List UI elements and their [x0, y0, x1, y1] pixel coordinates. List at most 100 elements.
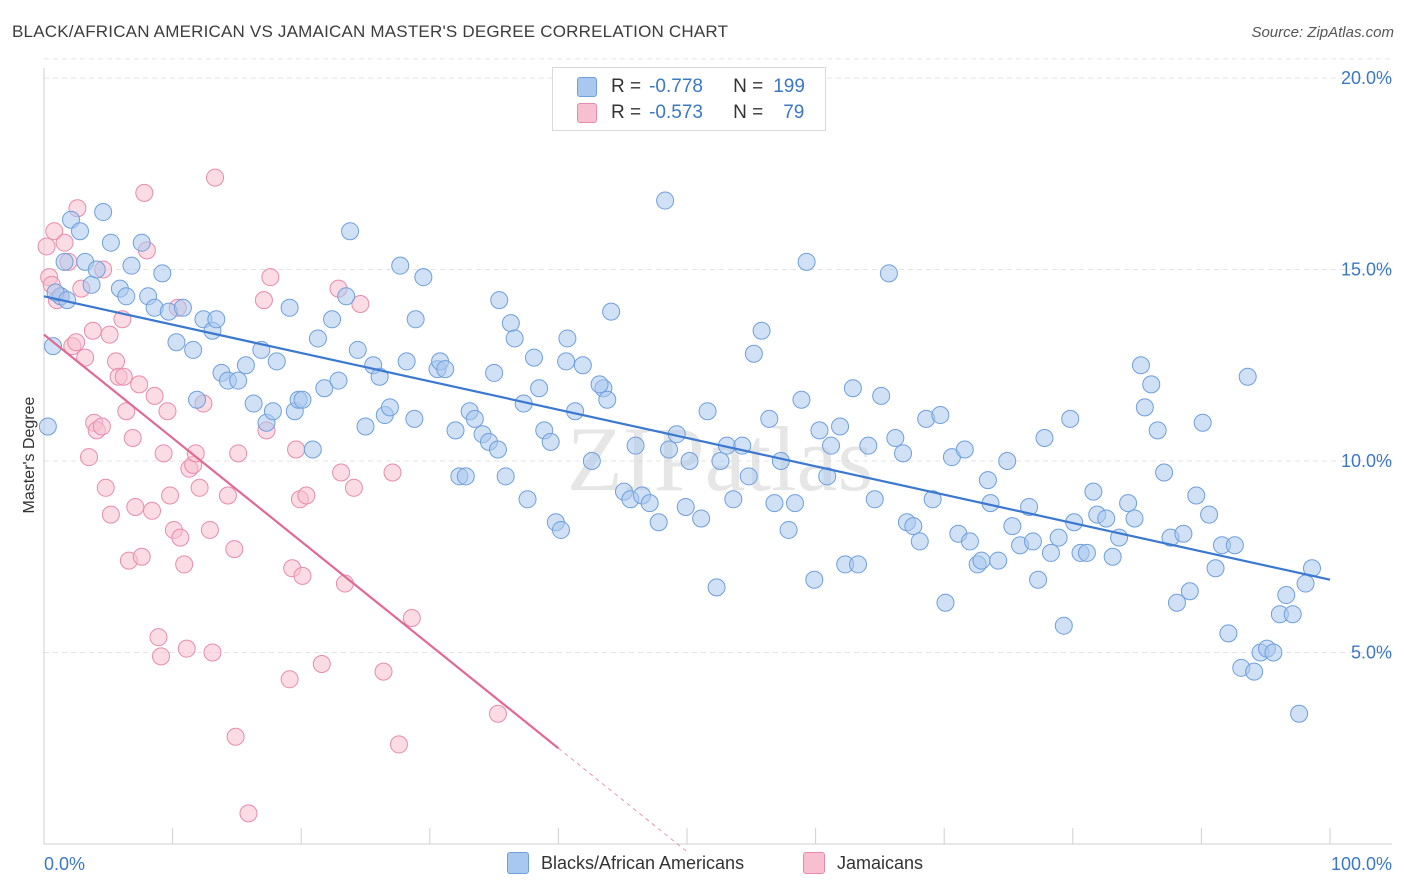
- blacks-point: [1049, 528, 1068, 547]
- legend-item-blacks[interactable]: Blacks/African Americans: [507, 852, 744, 874]
- blacks-point: [656, 191, 675, 210]
- jamaicans-point: [374, 662, 393, 681]
- blacks-point: [936, 593, 955, 612]
- jamaicans-point: [55, 233, 74, 252]
- jamaicans-point: [261, 268, 280, 287]
- jamaicans-point: [158, 402, 177, 421]
- blacks-point: [303, 440, 322, 459]
- chart-source: Source: ZipAtlas.com: [1251, 24, 1394, 41]
- blacks-point: [122, 256, 141, 275]
- blacks-point: [173, 298, 192, 317]
- n-label: N =: [733, 102, 764, 123]
- jamaicans-point: [101, 505, 120, 524]
- blacks-point: [436, 360, 455, 379]
- jamaicans-point: [190, 478, 209, 497]
- blacks-point: [1187, 486, 1206, 505]
- blacks-point: [1180, 582, 1199, 601]
- blacks-point: [1125, 509, 1144, 528]
- blacks-point: [1023, 532, 1042, 551]
- jamaicans-point: [312, 654, 331, 673]
- x-tick-label: 0.0%: [44, 854, 85, 874]
- jamaicans-point: [132, 547, 151, 566]
- blacks-point: [485, 363, 504, 382]
- blacks-point: [446, 421, 465, 440]
- jamaicans-point: [123, 429, 142, 448]
- jamaicans-point: [203, 643, 222, 662]
- blacks-point: [598, 390, 617, 409]
- blacks-point: [573, 356, 592, 375]
- blacks-point: [1077, 543, 1096, 562]
- blacks-point: [267, 352, 286, 371]
- blacks-point: [501, 314, 520, 333]
- jamaicans-point: [126, 497, 145, 516]
- jamaicans-points: [37, 168, 507, 823]
- blacks-point: [724, 490, 743, 509]
- blacks-point: [676, 497, 695, 516]
- blacks-point: [590, 375, 609, 394]
- blacks-point: [859, 436, 878, 455]
- axes: [43, 68, 1392, 845]
- blacks-point: [323, 310, 342, 329]
- jamaicans-point: [92, 417, 111, 436]
- jamaicans-point: [135, 183, 154, 202]
- blacks-point: [1245, 662, 1264, 681]
- blacks-point: [849, 555, 868, 574]
- blacks-point: [692, 509, 711, 528]
- tick-labels: 5.0% 10.0% 15.0% 20.0% 0.0% 100.0%: [44, 68, 1392, 874]
- blacks-point: [456, 467, 475, 486]
- blacks-trend-line: [43, 295, 1331, 581]
- blacks-point: [1131, 356, 1150, 375]
- blacks-point: [910, 532, 929, 551]
- blacks-point: [822, 436, 841, 455]
- blacks-point: [1003, 517, 1022, 536]
- blacks-point: [1200, 505, 1219, 524]
- blacks-point: [308, 329, 327, 348]
- blacks-point: [960, 532, 979, 551]
- blacks-point: [101, 233, 120, 252]
- blacks-point: [1155, 463, 1174, 482]
- blacks-point: [1148, 421, 1167, 440]
- blacks-point: [518, 490, 537, 509]
- blacks-point: [739, 467, 758, 486]
- blacks-point: [978, 471, 997, 490]
- blacks-point: [414, 268, 433, 287]
- blacks-point: [1296, 574, 1315, 593]
- jamaicans-point: [239, 804, 258, 823]
- blacks-point: [904, 517, 923, 536]
- blacks-point: [1174, 524, 1193, 543]
- blacks-point: [558, 329, 577, 348]
- blacks-point: [1103, 547, 1122, 566]
- jamaicans-point: [130, 375, 149, 394]
- blacks-point: [1193, 413, 1212, 432]
- jamaicans-trend-line: [43, 333, 560, 750]
- x-tick-label: 100.0%: [1331, 854, 1392, 874]
- blacks-point: [1167, 593, 1186, 612]
- blacks-point: [894, 444, 913, 463]
- blacks-point: [843, 379, 862, 398]
- jamaicans-point: [225, 540, 244, 559]
- legend-row-blacks: R = -0.778 N = 199: [577, 75, 805, 99]
- blacks-point: [397, 352, 416, 371]
- jamaicans-point: [83, 321, 102, 340]
- blacks-point: [117, 287, 136, 306]
- blacks-point: [55, 252, 74, 271]
- blacks-point: [132, 233, 151, 252]
- blacks-point: [391, 256, 410, 275]
- jamaicans-point: [293, 566, 312, 585]
- jamaicans-point: [175, 555, 194, 574]
- n-label: N =: [733, 76, 764, 97]
- blacks-point: [659, 440, 678, 459]
- jamaicans-point: [152, 647, 171, 666]
- y-tick-label: 15.0%: [1341, 260, 1392, 280]
- blacks-point: [1283, 605, 1302, 624]
- legend-label: Jamaicans: [837, 852, 924, 873]
- legend-item-jamaicans[interactable]: Jamaicans: [803, 852, 923, 874]
- blacks-point: [1238, 367, 1257, 386]
- blacks-point: [293, 390, 312, 409]
- blacks-point: [557, 352, 576, 371]
- blacks-point: [488, 440, 507, 459]
- blacks-point: [1142, 375, 1161, 394]
- blacks-point: [698, 402, 717, 421]
- blacks-point: [1084, 482, 1103, 501]
- jamaicans-point: [45, 222, 64, 241]
